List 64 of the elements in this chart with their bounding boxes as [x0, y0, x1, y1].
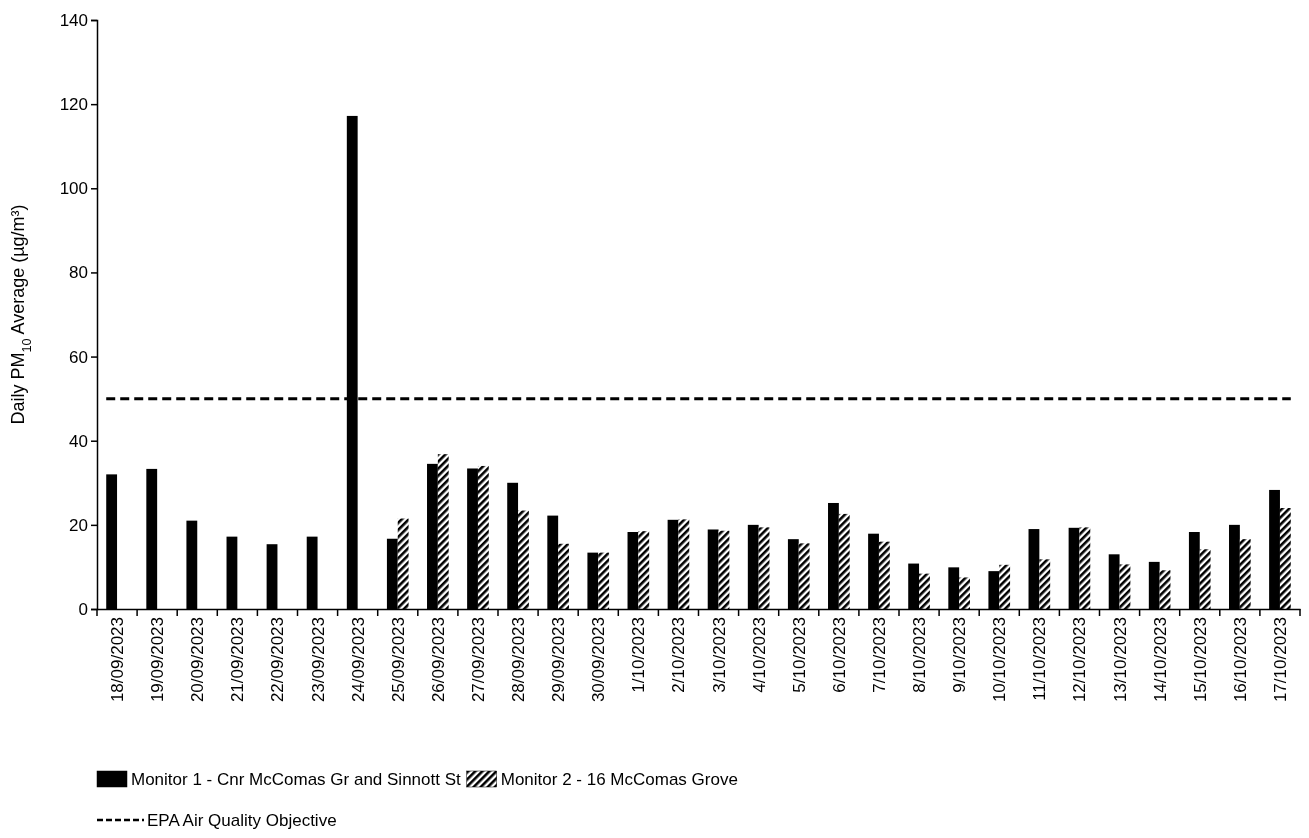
bar	[1119, 564, 1131, 609]
bar	[678, 519, 690, 609]
x-tick-label: 11/10/2023	[1030, 617, 1050, 701]
x-tick-label: 18/09/2023	[108, 617, 127, 703]
x-tick-label: 17/10/2023	[1270, 617, 1290, 703]
legend-label: EPA Air Quality Objective	[147, 811, 337, 830]
y-tick-label: 100	[59, 179, 88, 199]
x-tick-label: 21/09/2023	[228, 617, 248, 703]
x-tick-label: 3/10/2023	[709, 617, 729, 693]
x-tick-label: 9/10/2023	[950, 617, 970, 693]
bar	[397, 518, 409, 609]
bar	[798, 543, 810, 609]
bar	[638, 531, 650, 609]
bar	[758, 527, 770, 609]
y-tick-label: 20	[69, 515, 88, 535]
x-tick-label: 1/10/2023	[629, 617, 649, 693]
y-tick-label: 140	[59, 10, 88, 30]
x-tick-label: 25/09/2023	[388, 617, 408, 703]
bar	[558, 543, 569, 609]
bar	[477, 465, 489, 609]
x-tick-label: 30/09/2023	[589, 617, 609, 703]
y-tick-label: 80	[69, 263, 88, 283]
bar	[959, 577, 970, 609]
bar	[1279, 508, 1291, 609]
bar	[598, 552, 610, 609]
x-tick-label: 28/09/2023	[509, 617, 528, 703]
x-tick-label: 13/10/2023	[1110, 617, 1130, 703]
x-tick-label: 8/10/2023	[910, 617, 929, 693]
y-tick-label: 40	[69, 431, 88, 451]
x-tick-label: 7/10/2023	[869, 617, 889, 693]
y-tick-label: 0	[78, 599, 88, 619]
bar	[437, 454, 449, 609]
x-tick-label: 4/10/2023	[749, 617, 769, 693]
bar	[919, 573, 930, 609]
bar	[1199, 549, 1211, 609]
x-tick-label: 29/09/2023	[549, 617, 569, 703]
x-tick-label: 26/09/2023	[428, 617, 448, 703]
bar	[718, 530, 730, 609]
bar	[838, 513, 850, 609]
bar	[1239, 539, 1251, 609]
x-tick-label: 15/10/2023	[1190, 617, 1210, 703]
legend-label: Monitor 1 - Cnr McComas Gr and Sinnott St	[131, 770, 461, 789]
x-tick-label: 23/09/2023	[308, 617, 328, 703]
x-tick-label: 6/10/2023	[829, 617, 849, 693]
x-tick-label: 5/10/2023	[789, 617, 809, 693]
bar	[1039, 559, 1051, 609]
bar	[878, 541, 890, 609]
x-tick-label: 12/10/2023	[1070, 617, 1090, 703]
x-tick-label: 24/09/2023	[348, 617, 368, 703]
bar	[1079, 527, 1091, 609]
x-tick-label: 10/10/2023	[990, 617, 1010, 703]
x-tick-label: 22/09/2023	[268, 617, 288, 703]
bar	[1159, 570, 1171, 609]
x-tick-label: 20/09/2023	[188, 617, 208, 703]
x-tick-label: 19/09/2023	[148, 617, 168, 703]
legend-label: Monitor 2 - 16 McComas Grove	[500, 770, 738, 789]
bar	[999, 564, 1011, 609]
bar	[518, 510, 529, 609]
x-tick-label: 16/10/2023	[1230, 617, 1250, 703]
y-tick-label: 60	[69, 347, 88, 367]
x-tick-label: 2/10/2023	[669, 617, 689, 693]
y-tick-label: 120	[59, 95, 88, 115]
x-tick-label: 14/10/2023	[1150, 617, 1170, 703]
x-tick-label: 27/09/2023	[468, 617, 488, 703]
